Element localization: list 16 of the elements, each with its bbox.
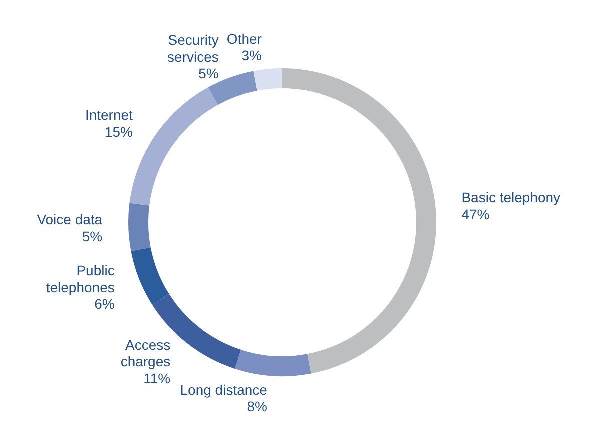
slice-label: Voice data	[37, 212, 103, 228]
data-label: 6%	[94, 296, 115, 312]
slice-label: Public telephones	[46, 262, 115, 296]
slice-label: Internet	[85, 107, 134, 124]
data-label: 3%	[242, 48, 262, 64]
data-label: 5%	[82, 228, 103, 244]
slice-label: Basic telephony	[462, 190, 561, 206]
data-label: 8%	[247, 398, 268, 415]
slice-label: Other	[226, 30, 262, 47]
data-label: 47%	[462, 206, 490, 222]
data-label: 11%	[144, 370, 171, 386]
data-label: 5%	[198, 66, 219, 82]
slice-label: Security services	[168, 32, 219, 65]
data-label: 15%	[104, 124, 133, 140]
slice-label: Long distance	[180, 382, 268, 398]
slice-label: Access charges	[120, 336, 171, 370]
